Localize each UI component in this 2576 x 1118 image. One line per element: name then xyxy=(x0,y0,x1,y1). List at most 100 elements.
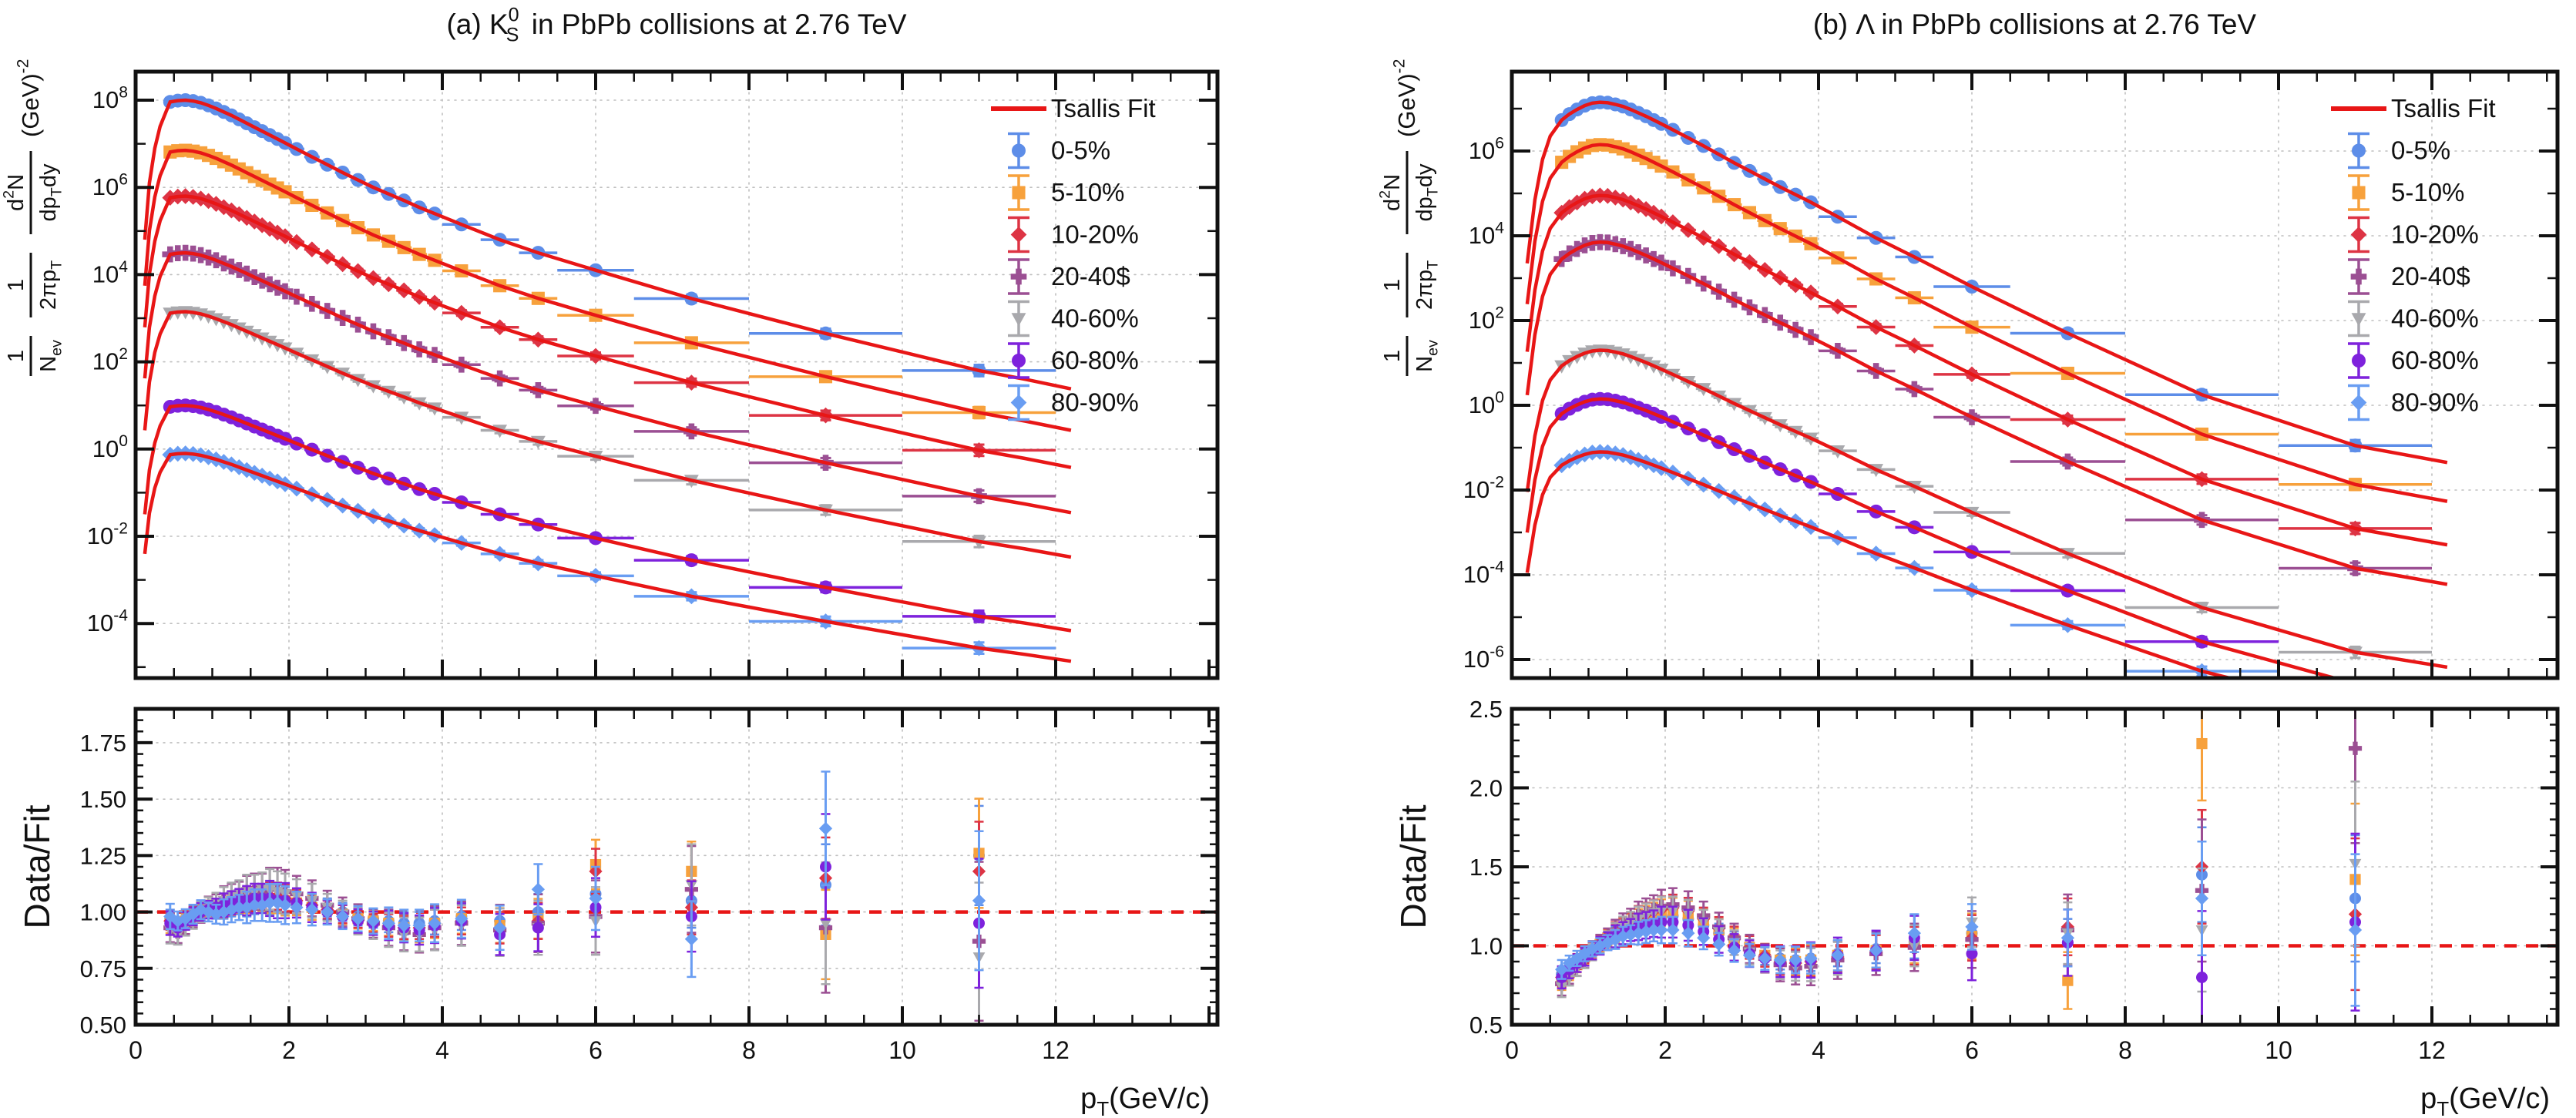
main-axis-box xyxy=(1510,69,2560,680)
ratio-tick-label: 1.00 xyxy=(80,899,126,926)
ratio-tick-label: 1.0 xyxy=(1469,933,1503,960)
y-tick-label: 10-4 xyxy=(87,607,129,637)
legend-label: 40-60% xyxy=(2391,304,2479,333)
legend-label: 60-80% xyxy=(2391,346,2479,374)
ratio-plot xyxy=(163,771,986,1025)
fit-curve xyxy=(143,194,1072,469)
panel-title: (b) Λ in PbPb collisions at 2.76 TeV xyxy=(1813,8,2257,40)
y-label-numerator: 1 xyxy=(4,279,29,291)
labels: (a) K0 S in PbPb collisions at 2.76 TeV 10… xyxy=(80,5,1210,1118)
legend-label: 5-10% xyxy=(1051,178,1124,206)
legend-item-5-10: 5-10% xyxy=(2348,174,2464,211)
legend-label: 5-10% xyxy=(2391,178,2464,206)
panel-b: (b) Λ in PbPb collisions at 2.76 TeV 106 1… xyxy=(1288,0,2576,1118)
tick-marks xyxy=(1510,72,2558,1026)
ratio-tick-label: 2.0 xyxy=(1469,775,1503,802)
ratio-tick-label: 0.5 xyxy=(1469,1012,1503,1039)
y-tick-label: 100 xyxy=(92,432,128,462)
x-axis-label: pT(GeV/c) xyxy=(1080,1083,1210,1118)
legend-label: 10-20% xyxy=(2391,220,2479,249)
fit-curve xyxy=(1525,193,2448,547)
y-label-numerator: 1 xyxy=(4,350,29,362)
fit-curve xyxy=(143,250,1072,515)
legend: Tsallis Fit 0-5% 5-10% 10-20% 20-40$ 40-60% 60… xyxy=(2331,94,2496,421)
ratio-tick-label: 0.75 xyxy=(80,955,126,982)
x-tick-label: 6 xyxy=(589,1036,603,1064)
x-tick-label: 2 xyxy=(1658,1036,1672,1064)
x-tick-label: 12 xyxy=(1042,1036,1070,1064)
legend-item-20-40: 20-40$ xyxy=(1008,258,1130,295)
ratio-points-80-90 xyxy=(163,771,986,979)
y-label-numerator: 1 xyxy=(1380,350,1405,362)
y-tick-label: 10-6 xyxy=(1463,643,1504,673)
y-tick-label: 106 xyxy=(1469,134,1504,164)
y-tick-label: 10-4 xyxy=(1463,558,1505,588)
spectra-chart-a: (a) K0 S in PbPb collisions at 2.76 TeV10… xyxy=(0,4,1220,1118)
legend-item-0-5: 0-5% xyxy=(2348,132,2450,170)
legend-item-80-90: 80-90% xyxy=(1008,384,1139,421)
fit-curve xyxy=(1525,240,2448,586)
x-axis-label: pT(GeV/c) xyxy=(2420,1083,2550,1118)
ratio-tick-label: 1.50 xyxy=(80,786,126,813)
x-tick-label: 10 xyxy=(888,1036,916,1064)
legend-label: 0-5% xyxy=(2391,136,2450,165)
labels: (b) Λ in PbPb collisions at 2.76 TeV1061… xyxy=(1463,8,2550,1118)
fit-curve xyxy=(1525,397,2341,678)
x-tick-label: 0 xyxy=(129,1036,143,1064)
ratio-axis-label: Data/Fit xyxy=(17,804,57,928)
y-label-numerator: d2N xyxy=(1376,174,1405,211)
x-tick-label: 12 xyxy=(2418,1036,2446,1064)
panel-title: (a) K0 S in PbPb collisions at 2.76 TeV xyxy=(446,5,906,46)
legend-item-40-60: 40-60% xyxy=(2348,300,2479,337)
fit-curve xyxy=(143,98,1072,391)
legend-item-10-20: 10-20% xyxy=(1008,216,1139,253)
tsallis-fit-curves xyxy=(1525,100,2448,678)
y-label-denominator: Nev xyxy=(1412,340,1442,372)
y-label-units: (GeV)-2 xyxy=(14,59,44,137)
y-label-units: (GeV)-2 xyxy=(1390,59,1420,137)
y-label-denominator: Nev xyxy=(36,340,65,372)
spectra-chart-b: (b) Λ in PbPb collisions at 2.76 TeV1061… xyxy=(1288,0,2576,1118)
legend-label-tsallis-fit: Tsallis Fit xyxy=(2391,94,2496,123)
y-tick-label: 108 xyxy=(92,83,128,113)
y-label-denominator: 2πpT xyxy=(1412,260,1442,310)
y-label-numerator: 1 xyxy=(1380,279,1405,291)
y-tick-label: 10-2 xyxy=(87,519,128,549)
y-tick-label: 102 xyxy=(1469,304,1504,334)
legend-item-60-80: 60-80% xyxy=(2348,342,2479,379)
legend-item-20-40: 20-40$ xyxy=(2348,258,2470,295)
x-tick-label: 6 xyxy=(1965,1036,1979,1064)
ratio-tick-label: 1.25 xyxy=(80,842,126,869)
ratio-tick-label: 0.50 xyxy=(80,1012,126,1039)
ratio-axis-label-text: Data/Fit xyxy=(17,804,57,928)
legend: Tsallis Fit 0-5% 5-10% 10-20% 20-40$ 40-60% 60… xyxy=(991,94,1156,421)
ratio-tick-label: 2.5 xyxy=(1469,696,1503,723)
ratio-axis-label-text: Data/Fit xyxy=(1393,804,1433,928)
legend-label: 80-90% xyxy=(1051,388,1139,417)
fit-curve xyxy=(1525,450,2237,678)
fit-curve xyxy=(1525,100,2448,465)
legend-item-5-10: 5-10% xyxy=(1008,174,1124,211)
x-tick-label: 4 xyxy=(1812,1036,1825,1064)
y-label-numerator: d2N xyxy=(0,174,29,211)
legend-label: 40-60% xyxy=(1051,304,1139,333)
main-axis-box xyxy=(133,69,1220,680)
legend-label: 0-5% xyxy=(1051,136,1110,165)
fit-curve xyxy=(1525,348,2448,670)
legend-label: 20-40$ xyxy=(2391,262,2470,290)
y-label-denominator: dpTdy xyxy=(1412,163,1442,221)
x-tick-label: 2 xyxy=(282,1036,296,1064)
y-label-denominator: 2πpT xyxy=(36,260,65,310)
x-tick-label: 10 xyxy=(2265,1036,2292,1064)
legend-item-60-80: 60-80% xyxy=(1008,342,1139,379)
tsallis-fit-curves xyxy=(143,98,1072,663)
ratio-axis-label: Data/Fit xyxy=(1393,804,1433,928)
legend-label: 20-40$ xyxy=(1051,262,1130,290)
y-tick-label: 100 xyxy=(1469,388,1504,418)
panel-a: (a) K0 S in PbPb collisions at 2.76 TeV 10… xyxy=(0,4,1220,1118)
x-tick-label: 8 xyxy=(742,1036,756,1064)
fit-curve xyxy=(1525,143,2448,503)
